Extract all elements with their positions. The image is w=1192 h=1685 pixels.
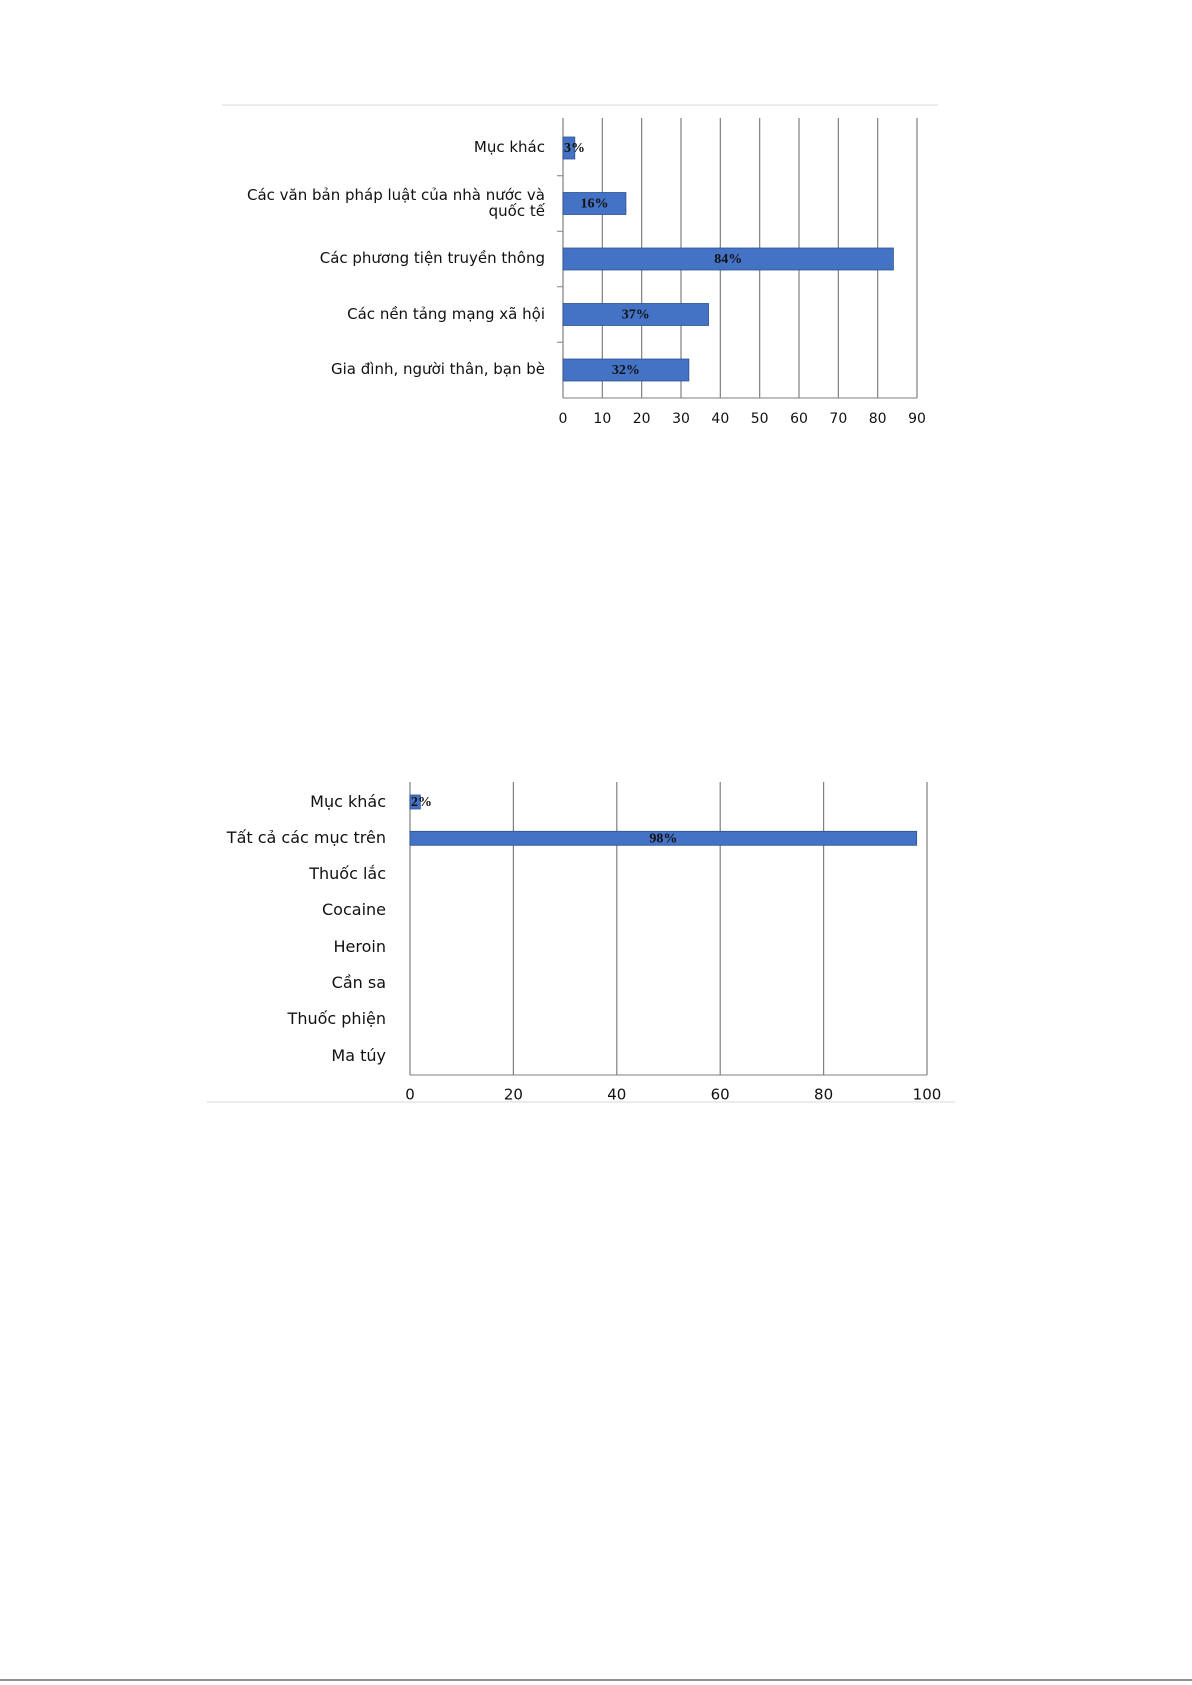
value-label: 32% — [612, 363, 640, 378]
category-label: Các văn bản pháp luật của nhà nước và qu… — [246, 185, 545, 220]
x-tick-label: 0 — [405, 1086, 415, 1104]
value-label: 37% — [622, 308, 650, 323]
category-label: Cocaine — [322, 900, 386, 920]
x-tick-label: 60 — [711, 1086, 730, 1104]
value-label: 16% — [580, 197, 608, 212]
category-label: Gia đình, người thân, bạn bè — [331, 360, 545, 379]
x-tick-label: 20 — [633, 411, 651, 427]
x-tick-label: 70 — [829, 411, 847, 427]
value-label: 98% — [649, 832, 677, 847]
category-label: Các nền tảng mạng xã hội — [347, 304, 545, 323]
x-tick-label: 90 — [908, 411, 926, 427]
value-label: 84% — [714, 252, 742, 267]
bar — [562, 192, 627, 215]
x-tick-label: 60 — [790, 411, 808, 427]
bar — [409, 830, 918, 846]
x-tick-label: 10 — [593, 411, 611, 427]
category-label: Mục khác — [473, 138, 545, 157]
x-tick-label: 40 — [607, 1086, 626, 1104]
bar — [409, 794, 421, 810]
bar — [562, 358, 690, 382]
category-label: Thuốc phiện — [287, 1009, 386, 1029]
category-label: Các phương tiện truyền thông — [319, 249, 545, 268]
x-tick-label: 80 — [869, 411, 887, 427]
x-tick-label: 80 — [814, 1086, 833, 1104]
category-label: Heroin — [333, 936, 386, 956]
x-tick-label: 50 — [751, 411, 769, 427]
category-label: Tất cả các mục trên — [226, 827, 386, 847]
value-label: 3% — [564, 141, 585, 156]
category-label: Thuốc lắc — [309, 864, 386, 884]
bar — [562, 247, 894, 271]
x-tick-label: 40 — [711, 411, 729, 427]
x-tick-label: 100 — [913, 1086, 942, 1104]
value-label: 2% — [411, 795, 432, 810]
bar — [562, 303, 709, 326]
x-tick-label: 30 — [672, 411, 690, 427]
x-tick-label: 0 — [559, 411, 568, 427]
category-label: Cần sa — [331, 973, 386, 993]
category-label: Mục khác — [310, 791, 386, 811]
category-label: Ma túy — [331, 1045, 386, 1065]
bar — [562, 136, 576, 160]
x-tick-label: 20 — [504, 1086, 523, 1104]
